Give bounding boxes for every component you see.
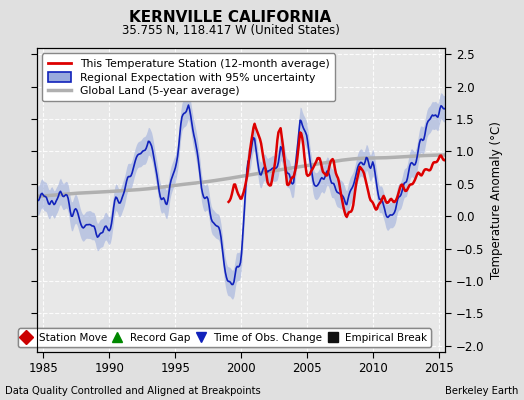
- Legend: Station Move, Record Gap, Time of Obs. Change, Empirical Break: Station Move, Record Gap, Time of Obs. C…: [18, 328, 431, 347]
- Text: 35.755 N, 118.417 W (United States): 35.755 N, 118.417 W (United States): [122, 24, 340, 37]
- Text: Berkeley Earth: Berkeley Earth: [445, 386, 519, 396]
- Text: KERNVILLE CALIFORNIA: KERNVILLE CALIFORNIA: [129, 10, 332, 25]
- Y-axis label: Temperature Anomaly (°C): Temperature Anomaly (°C): [490, 121, 503, 279]
- Text: Data Quality Controlled and Aligned at Breakpoints: Data Quality Controlled and Aligned at B…: [5, 386, 261, 396]
